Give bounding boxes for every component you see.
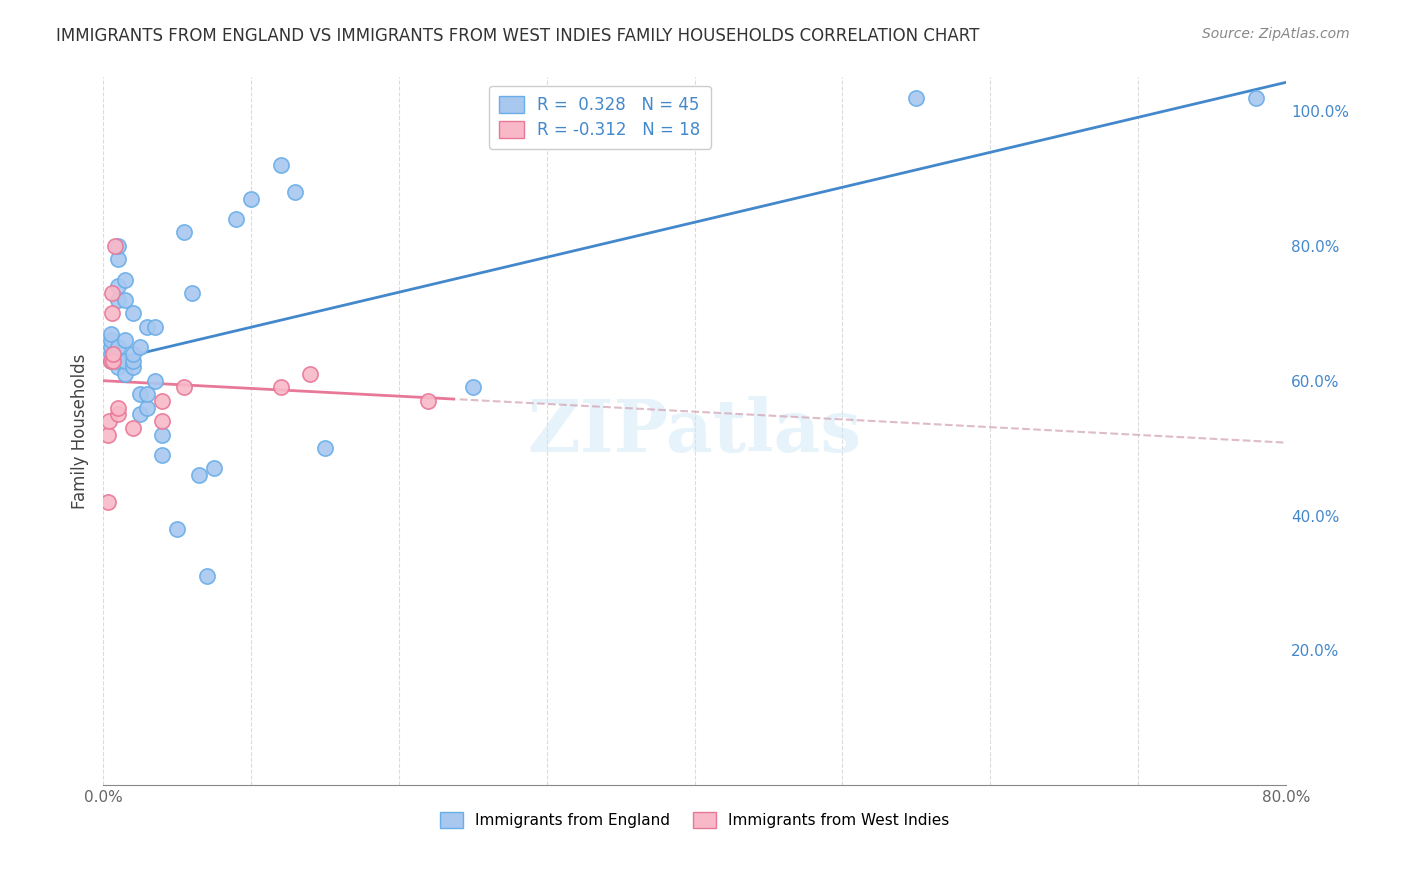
Point [188, 468, 211, 483]
Legend: Immigrants from England, Immigrants from West Indies: Immigrants from England, Immigrants from… [433, 805, 956, 834]
Point [114, 367, 136, 381]
Point [136, 387, 159, 401]
Point [97, 427, 120, 442]
Point [107, 279, 129, 293]
Point [143, 319, 166, 334]
Point [121, 360, 143, 375]
Point [114, 272, 136, 286]
Point [905, 90, 928, 104]
Point [107, 239, 129, 253]
Point [270, 158, 292, 172]
Text: Source: ZipAtlas.com: Source: ZipAtlas.com [1202, 27, 1350, 41]
Point [100, 353, 122, 368]
Point [136, 401, 159, 415]
Point [100, 353, 122, 368]
Point [136, 319, 159, 334]
Point [101, 286, 124, 301]
Point [114, 353, 136, 368]
Point [100, 340, 122, 354]
Point [103, 353, 125, 368]
Point [121, 353, 143, 368]
Point [121, 306, 143, 320]
Point [150, 393, 173, 408]
Point [107, 293, 129, 307]
Point [100, 347, 122, 361]
Point [107, 401, 129, 415]
Point [166, 522, 188, 536]
Point [107, 408, 129, 422]
Point [180, 286, 202, 301]
Point [150, 414, 173, 428]
Point [103, 347, 125, 361]
Point [107, 252, 129, 267]
Point [121, 347, 143, 361]
Point [195, 569, 218, 583]
Point [150, 427, 173, 442]
Point [129, 408, 152, 422]
Point [143, 374, 166, 388]
Point [97, 495, 120, 509]
Point [240, 192, 263, 206]
Point [121, 421, 143, 435]
Text: ZIPatlas: ZIPatlas [527, 396, 862, 467]
Point [114, 333, 136, 347]
Point [299, 367, 322, 381]
Point [418, 393, 440, 408]
Point [461, 380, 484, 394]
Point [1246, 90, 1268, 104]
Point [107, 360, 129, 375]
Point [129, 340, 152, 354]
Point [107, 353, 129, 368]
Point [150, 448, 173, 462]
Point [284, 185, 307, 199]
Point [100, 326, 122, 341]
Y-axis label: Family Households: Family Households [72, 353, 89, 509]
Point [104, 239, 127, 253]
Point [129, 387, 152, 401]
Point [270, 380, 292, 394]
Point [314, 441, 336, 455]
Point [101, 306, 124, 320]
Point [225, 211, 247, 226]
Point [98, 414, 121, 428]
Point [114, 293, 136, 307]
Point [173, 380, 195, 394]
Point [107, 340, 129, 354]
Point [173, 226, 195, 240]
Point [202, 461, 225, 475]
Text: IMMIGRANTS FROM ENGLAND VS IMMIGRANTS FROM WEST INDIES FAMILY HOUSEHOLDS CORRELA: IMMIGRANTS FROM ENGLAND VS IMMIGRANTS FR… [56, 27, 980, 45]
Point [100, 333, 122, 347]
